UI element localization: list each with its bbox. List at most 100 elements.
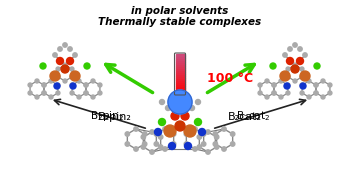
Circle shape	[158, 145, 163, 149]
Circle shape	[215, 135, 219, 139]
Bar	[176, 90, 185, 92]
Circle shape	[198, 129, 206, 136]
Circle shape	[84, 63, 90, 69]
Circle shape	[321, 95, 325, 99]
Circle shape	[265, 95, 269, 99]
Circle shape	[63, 63, 67, 67]
Circle shape	[314, 63, 320, 69]
Bar	[176, 68, 185, 70]
Circle shape	[141, 135, 145, 139]
Circle shape	[56, 91, 60, 95]
Circle shape	[154, 132, 158, 136]
Circle shape	[197, 135, 202, 139]
Text: in polar solvents: in polar solvents	[131, 6, 229, 16]
Circle shape	[42, 91, 46, 95]
Circle shape	[42, 91, 46, 95]
Circle shape	[70, 83, 74, 87]
Circle shape	[213, 142, 217, 146]
Circle shape	[195, 99, 201, 105]
Circle shape	[134, 127, 138, 131]
Circle shape	[40, 63, 46, 69]
Circle shape	[177, 95, 183, 101]
Bar	[176, 92, 185, 94]
Circle shape	[125, 132, 130, 136]
Circle shape	[28, 91, 32, 95]
Bar	[176, 58, 185, 60]
Circle shape	[286, 75, 290, 79]
Bar	[176, 82, 185, 84]
Circle shape	[279, 79, 283, 83]
Circle shape	[314, 83, 318, 87]
Circle shape	[297, 57, 303, 64]
Circle shape	[314, 83, 318, 87]
Circle shape	[170, 98, 175, 102]
Circle shape	[272, 91, 276, 95]
Circle shape	[154, 142, 158, 146]
Bar	[176, 76, 185, 78]
Circle shape	[184, 132, 189, 136]
Bar	[176, 80, 185, 82]
Circle shape	[300, 91, 304, 95]
Circle shape	[143, 132, 147, 136]
Bar	[176, 86, 185, 88]
Circle shape	[184, 125, 196, 137]
Circle shape	[193, 147, 197, 151]
Circle shape	[328, 83, 332, 87]
Circle shape	[77, 79, 81, 83]
Circle shape	[91, 79, 95, 83]
Bar	[176, 62, 185, 64]
Circle shape	[185, 98, 190, 102]
Circle shape	[154, 129, 162, 136]
Circle shape	[49, 95, 53, 99]
Bar	[176, 56, 185, 58]
Circle shape	[293, 79, 297, 83]
Circle shape	[164, 125, 176, 137]
Circle shape	[61, 65, 69, 73]
Circle shape	[202, 132, 206, 136]
Circle shape	[291, 65, 299, 73]
Circle shape	[58, 47, 62, 51]
Circle shape	[28, 83, 32, 87]
Circle shape	[270, 63, 276, 69]
Circle shape	[258, 91, 262, 95]
Text: B$_2$cat$_2$: B$_2$cat$_2$	[236, 109, 270, 123]
Circle shape	[70, 71, 80, 81]
Circle shape	[42, 83, 46, 87]
Circle shape	[286, 91, 290, 95]
Circle shape	[54, 83, 60, 89]
Circle shape	[286, 83, 290, 87]
Circle shape	[70, 83, 76, 89]
Circle shape	[168, 143, 176, 149]
Circle shape	[171, 112, 179, 120]
Circle shape	[280, 71, 290, 81]
Circle shape	[298, 47, 302, 51]
Bar	[176, 84, 185, 86]
Circle shape	[143, 142, 147, 146]
Bar	[176, 60, 185, 62]
Circle shape	[213, 132, 217, 136]
Circle shape	[293, 43, 297, 47]
Circle shape	[300, 75, 304, 79]
Circle shape	[181, 112, 189, 120]
Circle shape	[159, 99, 165, 105]
Text: B$_2$pin$_2$: B$_2$pin$_2$	[90, 109, 124, 123]
Circle shape	[272, 91, 276, 95]
Circle shape	[222, 127, 226, 131]
Circle shape	[158, 135, 163, 139]
Circle shape	[230, 142, 235, 146]
Circle shape	[77, 95, 81, 99]
Bar	[176, 64, 185, 66]
Circle shape	[175, 121, 185, 131]
Bar	[176, 88, 185, 90]
Circle shape	[42, 83, 46, 87]
Circle shape	[314, 91, 318, 95]
Circle shape	[168, 90, 192, 114]
Circle shape	[84, 91, 88, 95]
Circle shape	[287, 57, 293, 64]
Circle shape	[35, 95, 39, 99]
Bar	[176, 72, 185, 74]
Circle shape	[91, 95, 95, 99]
Circle shape	[171, 132, 176, 136]
Circle shape	[300, 67, 304, 71]
Circle shape	[300, 83, 304, 87]
